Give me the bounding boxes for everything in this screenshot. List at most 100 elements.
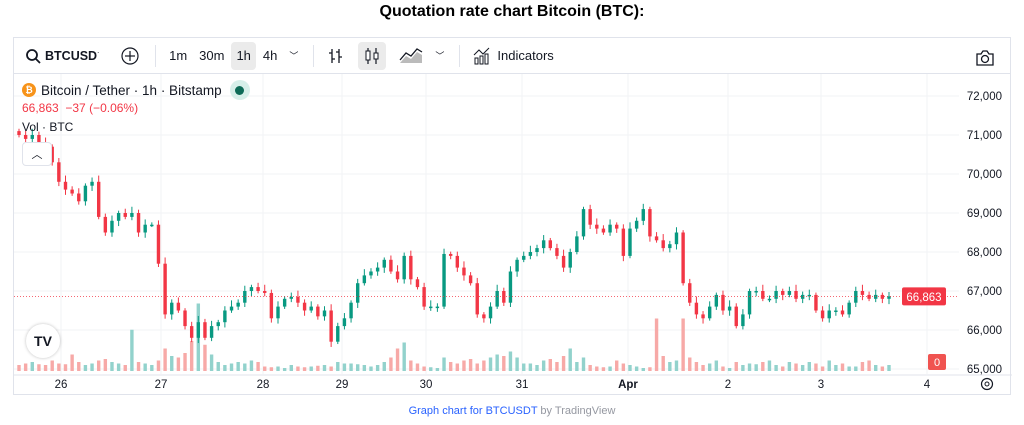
volume-bar (243, 363, 247, 371)
candle-body (336, 326, 340, 342)
volume-bar (820, 366, 825, 371)
volume-bar (422, 366, 426, 371)
volume-bar (189, 341, 194, 371)
candle-body (681, 232, 685, 284)
candle-body (548, 240, 552, 249)
volume-bar (136, 362, 141, 371)
volume-bar (316, 365, 320, 371)
chart-style-dropdown[interactable]: ﹀ (430, 42, 449, 70)
y-tick-label: 68,000 (967, 247, 1002, 259)
tradingview-logo[interactable]: TV (26, 324, 60, 358)
candle-body (515, 259, 519, 272)
candle-body (807, 294, 812, 297)
volume-bar (50, 360, 54, 371)
volume-bar (495, 354, 499, 371)
price-change: −37 (−0.06%) (65, 101, 139, 115)
candle-body (615, 224, 619, 229)
volume-bar (668, 362, 672, 371)
candle-body (322, 310, 327, 317)
candle-body (209, 326, 214, 338)
chart-widget: 72,000 71,000 70,000 69,000 68,000 67,000 66,0… (13, 37, 1012, 396)
volume-bar (150, 365, 154, 371)
candle-body (276, 306, 280, 319)
y-tick-label: 65,000 (967, 364, 1002, 376)
symbol-title[interactable]: Bitcoin / Tether · 1h · Bitstamp (41, 82, 222, 98)
x-tick-label: 4 (924, 379, 931, 391)
volume-bar (389, 357, 393, 371)
volume-bar (522, 363, 526, 371)
candle-body (263, 291, 267, 293)
x-tick-label: 31 (516, 379, 529, 391)
page-title: Quotation rate chart Bitcoin (BTC): (379, 3, 645, 20)
volume-bar (794, 363, 798, 371)
candle-body (402, 255, 406, 280)
volume-bar (747, 363, 752, 371)
volume-bar (302, 367, 307, 371)
volume-bar (448, 362, 453, 371)
candle-body (522, 255, 526, 260)
volume-bar (595, 366, 599, 371)
candle-body (495, 291, 499, 307)
candle-body (23, 135, 28, 139)
candle-body (701, 314, 705, 319)
volume-bar (787, 362, 792, 371)
volume-bar (601, 367, 606, 371)
volume-bar (77, 362, 81, 371)
candle-body (256, 287, 260, 291)
bars-style-button[interactable] (322, 42, 350, 70)
volume-bar (847, 366, 851, 371)
candle-body (455, 255, 460, 268)
price-quote: 66,863 −37 (−0.06%) (22, 101, 138, 115)
volume-bar (435, 368, 440, 371)
candle-body (183, 310, 187, 327)
interval-dropdown[interactable]: ﹀ (284, 42, 303, 70)
volume-bar (402, 342, 406, 371)
symbol-search-button[interactable]: BTCUSD ˙ (20, 42, 105, 70)
candle-body (282, 298, 287, 307)
collapse-legend-button[interactable]: ︿ (22, 142, 52, 166)
candle-body (781, 291, 785, 295)
candle-body (70, 189, 74, 194)
interval-30m[interactable]: 30m (199, 48, 225, 63)
volume-bar (163, 348, 167, 371)
volume-bar (834, 365, 838, 371)
volume-bar (615, 360, 619, 371)
candle-body (289, 296, 293, 299)
volume-bar (43, 365, 48, 371)
candle-body (37, 135, 41, 143)
volume-bar (296, 366, 300, 371)
interval-4h[interactable]: 4h (262, 48, 278, 63)
price-chart[interactable]: 72,000 71,000 70,000 69,000 68,000 67,000 66,0… (14, 38, 1012, 396)
volume-bar (83, 365, 88, 371)
candle-body (641, 209, 645, 221)
candle-body (163, 263, 167, 315)
candle-body (561, 255, 566, 268)
candle-body (375, 267, 380, 272)
candle-body (269, 292, 274, 319)
interval-1h[interactable]: 1h (231, 41, 256, 70)
candle-body (714, 294, 719, 307)
volume-bar (282, 368, 287, 371)
divider (155, 44, 157, 67)
candle-body (575, 236, 579, 252)
indicators-button[interactable]: Indicators (468, 42, 558, 70)
candles-style-button[interactable] (358, 41, 387, 70)
volume-bar (641, 368, 645, 371)
area-style-button[interactable] (394, 42, 428, 70)
candle-body (435, 306, 440, 309)
volume-bar (37, 364, 41, 371)
volume-bar (236, 362, 240, 371)
candle-body (63, 181, 68, 190)
volume-bar (409, 360, 413, 371)
volume-bar (429, 367, 433, 371)
volume-bar (170, 356, 174, 371)
screenshot-button[interactable] (970, 44, 1000, 72)
volume-bar (96, 360, 101, 371)
volume-bar (123, 365, 127, 371)
interval-1m[interactable]: 1m (169, 48, 188, 63)
compare-symbol-button[interactable] (115, 42, 145, 70)
volume-bar (502, 356, 506, 371)
volume-bar (156, 360, 161, 371)
candle-body (847, 302, 851, 315)
chart-link[interactable]: Graph chart for BTCUSDT (408, 405, 538, 417)
